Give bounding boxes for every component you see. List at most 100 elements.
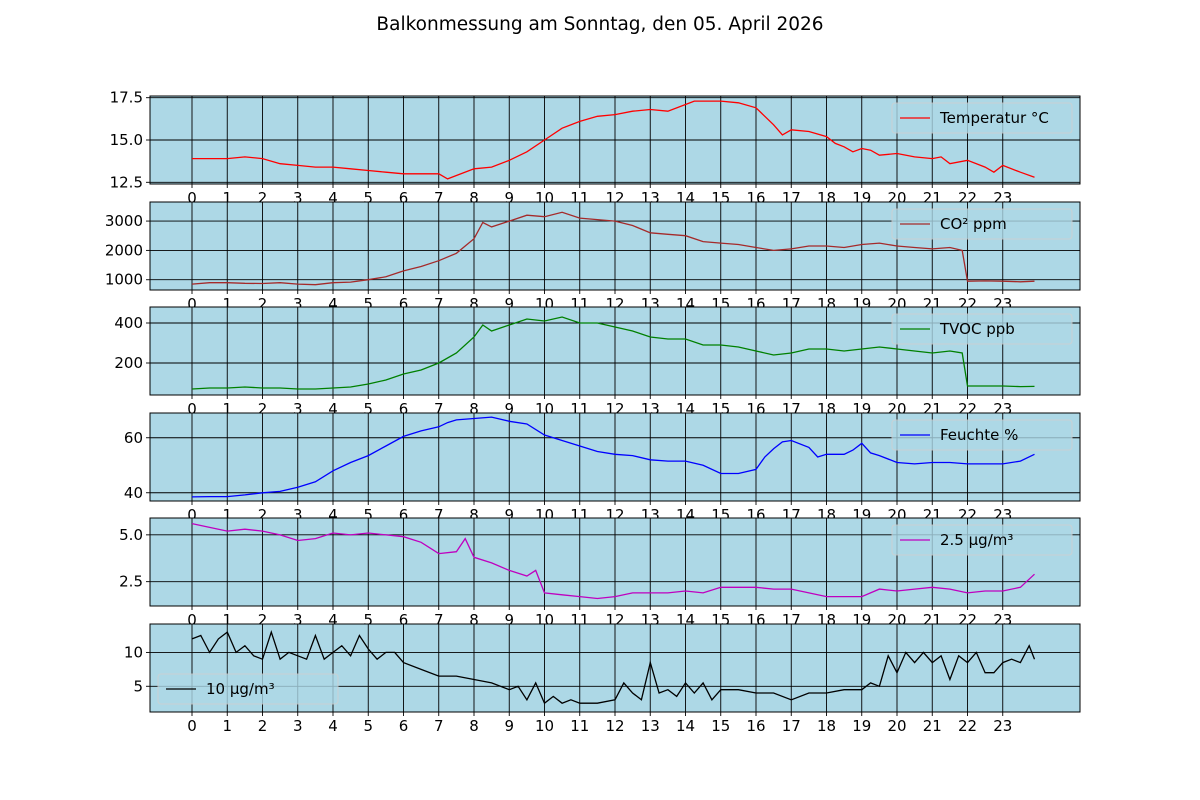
- series-line-humidity: [191, 416, 1035, 498]
- x-tick-label: 2: [258, 189, 268, 207]
- x-tick-label: 4: [328, 400, 338, 418]
- y-tick-label: 2.5: [119, 573, 143, 591]
- x-tick-label: 17: [782, 717, 801, 735]
- x-tick-label: 1: [222, 611, 232, 629]
- panel-pm25: 0 1 2 3 4 5 6 7 8 9 10 11 12 13 14 15 16 17 18 19 20 21 22 232.…: [119, 517, 1081, 629]
- y-tick-label: 10: [124, 643, 143, 661]
- x-tick-label: 5: [363, 611, 373, 629]
- legend-label: Feuchte %: [940, 426, 1018, 444]
- x-tick-label: 1: [222, 400, 232, 418]
- x-tick-label: 5: [363, 400, 373, 418]
- legend-box-co2: [891, 208, 1073, 240]
- x-tick-label: 4: [328, 506, 338, 524]
- x-tick-label: 3: [293, 295, 303, 313]
- panel-temperature: 0 1 2 3 4 5 6 7 8 9 10 11 12 13 14 15 16 17 18 19 20 21 22 2312…: [110, 89, 1081, 207]
- x-tick-label: 16: [746, 717, 765, 735]
- panel-frame-temperature: [149, 95, 1081, 185]
- x-tick-label: 0: [187, 295, 197, 313]
- series-line-tvoc: [191, 316, 1035, 390]
- legend-label: 2.5 µg/m³: [940, 531, 1013, 549]
- x-tick-label: 12: [605, 717, 624, 735]
- x-tick-label: 8: [469, 400, 479, 418]
- x-tick-label: 9: [504, 611, 514, 629]
- x-tick-label: 10: [535, 717, 554, 735]
- x-tick-label: 13: [641, 717, 660, 735]
- y-tick-label: 17.5: [110, 89, 143, 107]
- legend-label: Temperatur °C: [939, 109, 1049, 127]
- y-tick-label: 2000: [105, 241, 143, 259]
- legend-box-tvoc: [891, 313, 1073, 345]
- x-tick-label: 8: [469, 717, 479, 735]
- panel-frame-pm10: [149, 623, 1081, 713]
- y-tick-label: 15.0: [110, 131, 143, 149]
- x-tick-label: 4: [328, 717, 338, 735]
- x-tick-label: 7: [434, 189, 444, 207]
- legend-box-temperature: [891, 102, 1073, 134]
- series-line-pm25: [191, 522, 1035, 600]
- x-tick-label: 6: [399, 295, 409, 313]
- x-tick-label: 22: [958, 717, 977, 735]
- panel-frame-tvoc: [149, 306, 1081, 396]
- legend-label: 10 µg/m³: [206, 680, 275, 698]
- series-line-pm10: [191, 629, 1036, 705]
- legend-box-humidity: [891, 419, 1073, 451]
- x-tick-label: 0: [187, 506, 197, 524]
- x-tick-label: 21: [923, 717, 942, 735]
- x-tick-label: 7: [434, 611, 444, 629]
- y-tick-label: 400: [114, 314, 143, 332]
- x-tick-label: 4: [328, 189, 338, 207]
- x-tick-label: 9: [504, 506, 514, 524]
- x-tick-label: 1: [222, 189, 232, 207]
- y-tick-label: 40: [124, 484, 143, 502]
- x-tick-label: 15: [711, 717, 730, 735]
- panel-tvoc: 0 1 2 3 4 5 6 7 8 9 10 11 12 13 14 15 16 17 18 19 20 21 22 2320…: [114, 306, 1081, 418]
- x-tick-label: 23: [993, 717, 1012, 735]
- panels: 0 1 2 3 4 5 6 7 8 9 10 11 12 13 14 15 16 17 18 19 20 21 22 2312…: [105, 89, 1081, 735]
- x-tick-label: 11: [570, 717, 589, 735]
- panel-humidity: 0 1 2 3 4 5 6 7 8 9 10 11 12 13 14 15 16 17 18 19 20 21 22 2340…: [124, 412, 1081, 524]
- x-tick-label: 6: [399, 189, 409, 207]
- x-tick-label: 3: [293, 189, 303, 207]
- x-tick-label: 3: [293, 611, 303, 629]
- x-tick-label: 7: [434, 506, 444, 524]
- x-tick-label: 8: [469, 611, 479, 629]
- y-tick-label: 200: [114, 354, 143, 372]
- x-tick-label: 5: [363, 189, 373, 207]
- x-tick-label: 2: [258, 611, 268, 629]
- x-tick-label: 9: [504, 295, 514, 313]
- y-tick-label: 60: [124, 429, 143, 447]
- x-tick-label: 6: [399, 506, 409, 524]
- series-line-co2: [191, 211, 1035, 286]
- x-tick-label: 9: [504, 400, 514, 418]
- x-tick-label: 8: [469, 189, 479, 207]
- x-tick-label: 9: [504, 717, 514, 735]
- panel-pm10: 0 1 2 3 4 5 6 7 8 9 10 11 12 13 14 15 16 17 18 19 20 21 22 2351…: [124, 623, 1081, 735]
- y-tick-label: 1000: [105, 271, 143, 289]
- x-tick-label: 14: [676, 717, 695, 735]
- x-tick-label: 3: [293, 400, 303, 418]
- x-tick-label: 4: [328, 295, 338, 313]
- x-tick-label: 8: [469, 295, 479, 313]
- x-tick-label: 7: [434, 400, 444, 418]
- x-tick-label: 6: [399, 717, 409, 735]
- legend-label: TVOC ppb: [939, 320, 1015, 338]
- x-tick-label: 6: [399, 611, 409, 629]
- x-tick-label: 4: [328, 611, 338, 629]
- x-tick-label: 0: [187, 400, 197, 418]
- y-tick-label: 3000: [105, 212, 143, 230]
- x-tick-label: 5: [363, 506, 373, 524]
- x-tick-label: 0: [187, 611, 197, 629]
- panel-frame-humidity: [149, 412, 1081, 502]
- y-tick-label: 12.5: [110, 173, 143, 191]
- x-tick-label: 2: [258, 400, 268, 418]
- x-tick-label: 2: [258, 295, 268, 313]
- series-line-temperature: [192, 100, 1035, 180]
- y-tick-label: 5.0: [119, 526, 143, 544]
- x-tick-label: 1: [222, 295, 232, 313]
- panel-frame-co2: [149, 201, 1081, 291]
- legend-label: CO² ppm: [940, 215, 1007, 233]
- x-tick-label: 6: [399, 400, 409, 418]
- x-tick-label: 7: [434, 717, 444, 735]
- legend-box-pm10: [157, 673, 339, 705]
